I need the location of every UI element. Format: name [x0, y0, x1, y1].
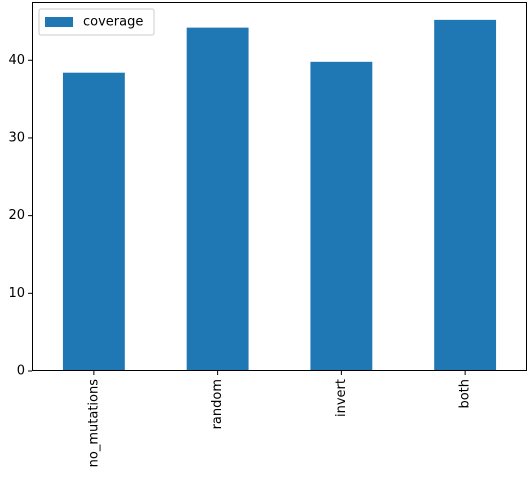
y-tick-label-10: 10: [8, 286, 25, 301]
y-tick-label-0: 0: [17, 364, 25, 379]
bar-no_mutations: [62, 72, 125, 372]
bars-group: [62, 19, 497, 372]
x-tick-label-no_mutations: no_mutations: [86, 379, 101, 468]
y-tick-label-20: 20: [8, 208, 25, 223]
y-tick-label-30: 30: [8, 130, 25, 145]
bar-both: [434, 19, 497, 371]
x-axis: no_mutations random invert both: [86, 371, 473, 468]
plot-frame: [32, 2, 527, 371]
x-tick-label-both: both: [458, 379, 473, 409]
bar-random: [186, 27, 249, 371]
legend: coverage: [38, 8, 155, 36]
x-tick-label-invert: invert: [334, 379, 349, 417]
legend-label-coverage: coverage: [83, 15, 143, 30]
y-tick-label-40: 40: [8, 53, 25, 68]
bar-invert: [310, 61, 373, 372]
y-axis: 0 10 20 30 40: [8, 53, 32, 379]
legend-box: [38, 8, 155, 36]
legend-swatch-coverage: [45, 17, 73, 27]
x-tick-label-random: random: [210, 379, 225, 429]
